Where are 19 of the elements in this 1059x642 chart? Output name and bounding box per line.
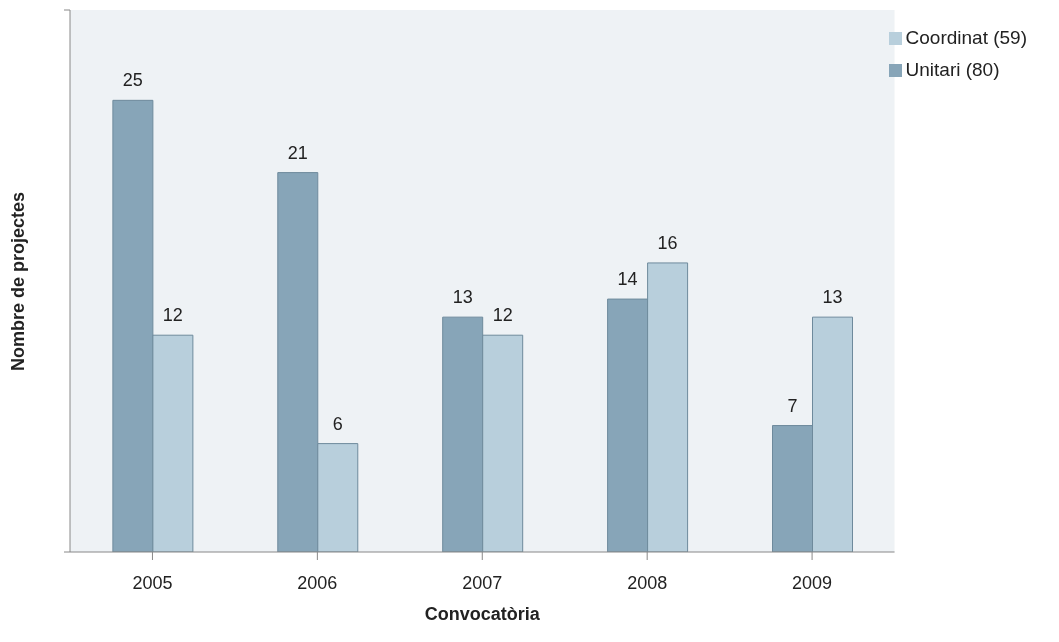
x-tick-label: 2007	[462, 572, 503, 593]
data-label: 12	[162, 305, 183, 326]
legend-label: Unitari (80)	[905, 59, 1000, 80]
data-label: 13	[822, 287, 843, 308]
data-label: 13	[452, 287, 473, 308]
data-label: 7	[787, 395, 798, 416]
data-label: 25	[122, 70, 143, 91]
data-label: 21	[287, 142, 308, 163]
data-label: 12	[492, 305, 513, 326]
x-tick-label: 2009	[792, 572, 833, 593]
data-label: 16	[657, 232, 678, 253]
data-label: 14	[617, 269, 638, 290]
data-label: 6	[332, 413, 343, 434]
x-tick-label: 2006	[297, 572, 338, 593]
legend-label: Coordinat (59)	[905, 27, 1027, 48]
x-tick-label: 2008	[627, 572, 668, 593]
x-axis-title: Convocatòria	[424, 604, 541, 624]
x-tick-label: 2005	[132, 572, 173, 593]
y-axis-title: Nombre de projectes	[8, 191, 29, 371]
